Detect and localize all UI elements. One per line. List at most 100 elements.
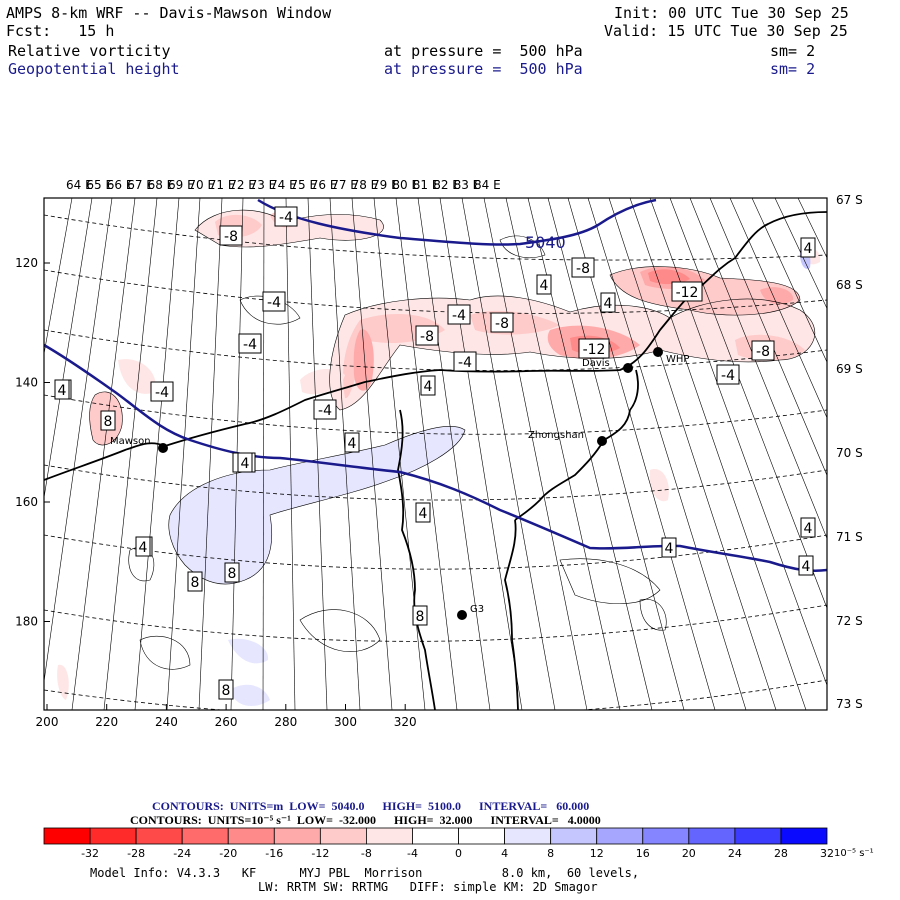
top-longitude-labels: 64 E65 E66 E67 E68 E69 E70 E71 E72 E73 E… [66, 178, 501, 192]
whp-station-marker [653, 347, 663, 357]
top-lon-label: 83 E [454, 178, 481, 192]
vorticity-label: 8 [187, 571, 203, 592]
x-tick-label: 200 [36, 715, 59, 729]
vorticity-label: -4 [262, 291, 286, 312]
vorticity-label: 4 [661, 537, 677, 558]
right-latitude-labels: 67 S 68 S 69 S 70 S 71 S 72 S 73 S [836, 193, 863, 711]
svg-text:4: 4 [241, 456, 250, 472]
right-lat-label: 71 S [836, 530, 863, 544]
station-labels: Mawson Davis WHP Zhongshan G3 [110, 354, 689, 615]
vorticity-label: 4 [415, 502, 431, 523]
top-lon-label: 84 E [474, 178, 501, 192]
field2-smooth: sm= 2 [770, 60, 816, 78]
svg-text:4: 4 [804, 521, 813, 537]
valid-time: Valid: 15 UTC Tue 30 Sep 25 [604, 22, 848, 40]
x-tick-label: 280 [274, 715, 297, 729]
positive-vorticity-shading [168, 248, 811, 706]
top-lon-label: 64 E [66, 178, 93, 192]
svg-text:-8: -8 [576, 261, 590, 277]
svg-text:-12: -12 [583, 342, 606, 358]
x-axis-ticks [46, 704, 406, 710]
vorticity-label: 4 [54, 379, 70, 400]
top-lon-label: 73 E [250, 178, 277, 192]
vorticity-label: -12 [671, 281, 703, 302]
svg-text:4: 4 [540, 278, 549, 294]
top-lon-label: 66 E [107, 178, 134, 192]
svg-text:4: 4 [804, 241, 813, 257]
plot-border [43, 197, 828, 711]
x-tick-label: 320 [394, 715, 417, 729]
vorticity-label: 4 [344, 432, 360, 453]
x-tick-label: 240 [155, 715, 178, 729]
svg-text:4: 4 [419, 506, 428, 522]
y-tick-label: 140 [15, 376, 38, 390]
svg-text:-4: -4 [318, 403, 332, 419]
svg-text:-4: -4 [458, 355, 472, 371]
field1-smooth: sm= 2 [770, 42, 816, 60]
vorticity-label: -8 [751, 340, 775, 361]
vorticity-label: -4 [238, 333, 262, 354]
svg-text:-12: -12 [676, 285, 699, 301]
map-title: AMPS 8-km WRF -- Davis-Mawson Window [6, 4, 332, 22]
station-label-g3: G3 [470, 604, 484, 615]
init-time: Init: 00 UTC Tue 30 Sep 25 [614, 4, 849, 22]
geopotential-height-contours [44, 198, 827, 572]
x-tick-label: 220 [95, 715, 118, 729]
vorticity-label: -8 [490, 312, 514, 333]
vorticity-label: 4 [135, 536, 151, 557]
svg-text:8: 8 [222, 683, 231, 699]
vorticity-label: -8 [415, 325, 439, 346]
x-axis-labels: 200 220 240 260 280 300 320 [36, 715, 417, 729]
y-axis-labels: 120 140 160 180 [15, 256, 38, 629]
top-lon-label: 71 E [209, 178, 236, 192]
vorticity-label: -12 [578, 338, 610, 359]
top-lon-label: 68 E [148, 178, 175, 192]
stations [158, 347, 663, 620]
svg-text:4: 4 [139, 540, 148, 556]
right-lat-label: 68 S [836, 278, 863, 292]
svg-text:8: 8 [104, 414, 113, 430]
vorticity-label: -4 [313, 399, 337, 420]
right-lat-label: 70 S [836, 446, 863, 460]
svg-text:-8: -8 [495, 316, 509, 332]
top-lon-label: 77 E [331, 178, 358, 192]
vorticity-label: 8 [218, 679, 234, 700]
top-lon-label: 82 E [433, 178, 460, 192]
x-tick-label: 260 [215, 715, 238, 729]
station-label-davis: Davis [582, 358, 610, 369]
svg-text:8: 8 [416, 609, 425, 625]
svg-text:4: 4 [604, 296, 613, 312]
y-tick-label: 160 [15, 495, 38, 509]
top-lon-label: 72 E [229, 178, 256, 192]
svg-text:-4: -4 [721, 368, 735, 384]
y-axis-ticks [44, 262, 50, 622]
height-contour-info: CONTOURS: UNITS=m LOW= 5040.0 HIGH= 5100… [152, 799, 590, 813]
vorticity-label: 8 [100, 410, 116, 431]
y-tick-label: 180 [15, 615, 38, 629]
vorticity-label: 8 [224, 562, 240, 583]
field1-level: at pressure = 500 hPa [384, 42, 583, 60]
vorticity-label: 4 [536, 274, 552, 295]
vorticity-label: -4 [447, 304, 471, 325]
field1-name: Relative vorticity [8, 42, 171, 60]
vorticity-label: 4 [800, 517, 816, 538]
top-lon-label: 70 E [188, 178, 215, 192]
x-tick-label: 300 [334, 715, 357, 729]
vorticity-label: 4 [600, 292, 616, 313]
svg-text:-4: -4 [155, 385, 169, 401]
vorticity-label: -8 [219, 225, 243, 246]
top-lon-label: 69 E [168, 178, 195, 192]
vorticity-contour-labels: -8-4-4-4-4-4-4-8-4-8-4-8-12-12-8-4448444… [54, 206, 816, 700]
vorticity-label: 4 [237, 452, 253, 473]
davis-station-marker [623, 363, 633, 373]
top-lon-label: 81 E [413, 178, 440, 192]
vorticity-label: 4 [798, 555, 814, 576]
top-lon-label: 80 E [392, 178, 419, 192]
vorticity-contour-info: CONTOURS: UNITS=10⁻⁵ s⁻¹ LOW= -32.000 HI… [130, 813, 601, 827]
right-lat-label: 72 S [836, 614, 863, 628]
field2-name: Geopotential height [8, 60, 180, 78]
height-contour-label: 5040 [525, 233, 566, 252]
station-label-mawson: Mawson [110, 436, 151, 447]
vorticity-label: -4 [453, 351, 477, 372]
y-tick-label: 120 [15, 256, 38, 270]
